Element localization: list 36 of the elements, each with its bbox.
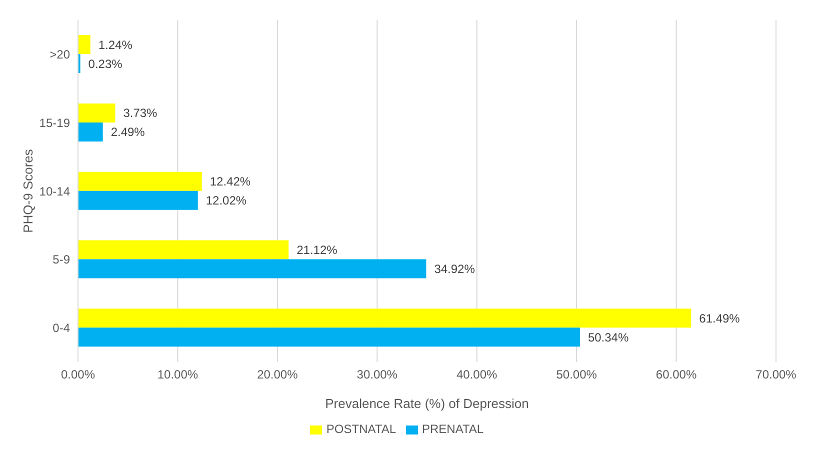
x-axis-title: Prevalence Rate (%) of Depression (325, 396, 529, 411)
x-tick-label: 20.00% (257, 368, 298, 382)
data-label: 3.73% (123, 106, 158, 120)
data-label: 34.92% (434, 262, 476, 276)
x-tick-label: 10.00% (157, 368, 198, 382)
bar (78, 35, 90, 54)
bar (78, 172, 202, 191)
y-tick-label: 15-19 (39, 116, 70, 130)
data-label: 12.02% (206, 194, 247, 208)
x-tick-label: 40.00% (456, 368, 498, 382)
bar (78, 190, 198, 210)
x-tick-label: 0.00% (60, 368, 96, 382)
data-label: 61.49% (699, 311, 740, 326)
bar (78, 122, 103, 142)
x-tick-label: 60.00% (656, 368, 697, 382)
bar (78, 308, 692, 328)
x-tick-label: 70.00% (756, 368, 797, 382)
data-label: 1.24% (98, 38, 133, 52)
bar (78, 103, 116, 122)
x-tick-label: 30.00% (356, 368, 398, 382)
x-tick-label: 50.00% (556, 368, 598, 382)
legend-label: PRENATAL (422, 422, 484, 436)
bar (78, 328, 580, 347)
data-label: 21.12% (296, 243, 338, 258)
y-tick-label: >20 (50, 47, 70, 62)
data-label: 0.23% (88, 56, 123, 71)
bar (78, 259, 426, 278)
legend-label: POSTNATAL (326, 422, 396, 436)
y-axis-title: PHQ-9 Scores (20, 148, 36, 233)
data-label: 2.49% (110, 125, 146, 140)
y-tick-label: 10-14 (39, 184, 70, 198)
data-label: 50.34% (588, 330, 629, 344)
y-tick-label: 0-4 (52, 321, 70, 336)
data-label: 12.42% (210, 174, 251, 189)
y-tick-label: 5-9 (52, 252, 70, 267)
bar (78, 240, 289, 260)
